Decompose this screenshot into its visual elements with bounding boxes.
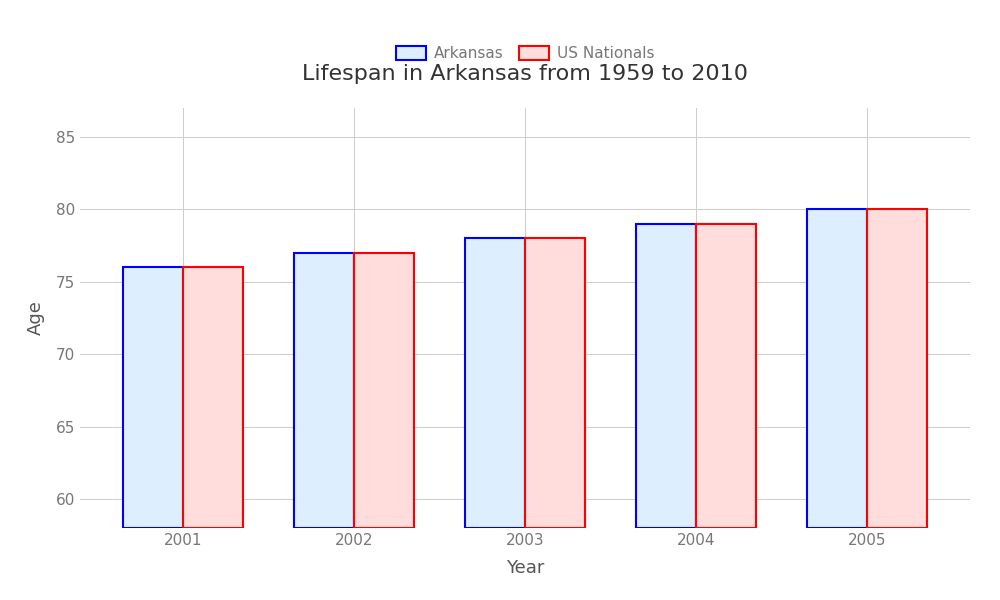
Legend: Arkansas, US Nationals: Arkansas, US Nationals <box>389 40 661 67</box>
Bar <box>183 268 243 528</box>
Bar <box>807 209 867 528</box>
Y-axis label: Age: Age <box>27 301 45 335</box>
Title: Lifespan in Arkansas from 1959 to 2010: Lifespan in Arkansas from 1959 to 2010 <box>302 64 748 84</box>
Bar <box>123 268 183 528</box>
Bar <box>867 209 927 528</box>
X-axis label: Year: Year <box>506 559 544 577</box>
Bar <box>465 238 525 528</box>
Bar <box>294 253 354 528</box>
Bar <box>696 224 756 528</box>
Bar <box>525 238 585 528</box>
Bar <box>636 224 696 528</box>
Bar <box>354 253 414 528</box>
